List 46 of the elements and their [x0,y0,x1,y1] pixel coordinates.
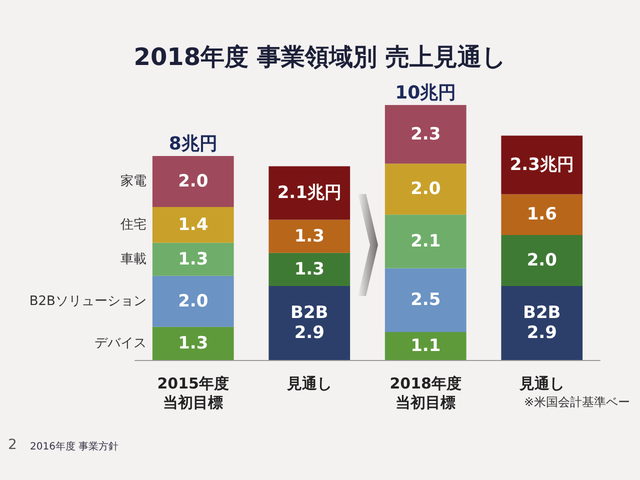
bar [384,105,466,164]
data-label: 2.3兆円 [510,154,574,175]
data-label: 2.0 [526,250,558,271]
text: 2 [8,437,17,453]
data-label: 2.5 [410,290,441,310]
bar [152,207,234,243]
bar [501,136,583,194]
bar [384,164,466,215]
chart-title: 2018年度 事業領域別 売上見通し [134,43,506,71]
bar [268,286,350,360]
x-tick-label: 見通し [518,374,564,392]
total-label: 10兆円 [395,82,456,104]
x-tick-label: 見通し [286,374,332,392]
data-label: 1.6 [526,204,557,225]
text: ※米国会計基準ベー [524,395,630,409]
data-label: 1.3 [178,249,208,270]
bar [501,235,583,286]
data-label: 1.3 [294,259,324,280]
series-label: 住宅 [119,216,146,232]
data-label: 2.3 [410,124,441,144]
bar [384,214,466,268]
x-tick-label: 2015年度当初目標 [157,374,229,412]
bar [152,156,234,207]
data-label: 2.0 [178,172,208,192]
bar [501,286,583,360]
text: 2016年度 事業方針 [30,440,119,452]
bar [268,252,350,286]
data-label: B2B 2.9 [290,303,328,344]
bar [152,276,234,327]
data-label: 2.1 [410,231,441,252]
data-label: 2.0 [178,291,208,312]
bar [268,166,350,220]
series-label: 家電 [120,173,146,189]
data-label: 1.4 [178,214,208,235]
x-tick-label: 2018年度当初目標 [390,374,462,412]
series-label: B2Bソリューション [29,294,146,309]
data-label: B2B 2.9 [523,303,561,344]
bar [501,194,583,236]
data-label: 2.0 [410,179,441,200]
total-label: 8兆円 [168,134,218,154]
bar [384,268,466,332]
bar [268,220,350,253]
series-label: 車載 [120,252,146,267]
data-label: 1.3 [294,226,324,246]
data-label: 2.1兆円 [277,182,342,203]
bar [152,242,234,276]
